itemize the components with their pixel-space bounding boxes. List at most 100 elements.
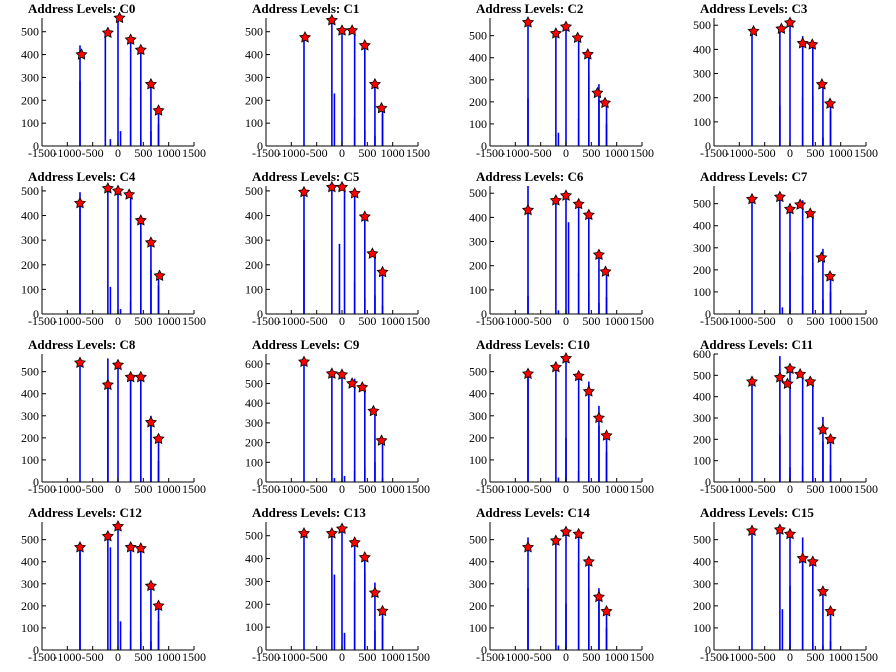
- x-tick-label: 0: [115, 482, 121, 496]
- peak-marker: [559, 20, 573, 32]
- peak-marker: [521, 541, 535, 553]
- x-tick-label: -500: [306, 482, 328, 496]
- histogram-plot: Address Levels: C60100200300400500-1500-…: [469, 169, 654, 328]
- histogram-plot: Address Levels: C30100200300400500-1500-…: [693, 1, 878, 160]
- peak-marker: [794, 367, 807, 380]
- peak-marker: [745, 524, 759, 536]
- peak-marker: [804, 375, 817, 387]
- peak-marker: [796, 36, 809, 49]
- peak-marker: [335, 180, 349, 193]
- peak-marker: [346, 377, 359, 389]
- peak-marker: [358, 551, 371, 563]
- histogram-panel: Address Levels: C13 0 100 200 300 400 500 -1500…: [224, 504, 448, 672]
- histogram-panel: Address Levels: C0 0 100 200 300 400 500 -1500-…: [0, 0, 224, 168]
- peak-marker: [153, 269, 166, 282]
- peak-marker: [368, 77, 381, 90]
- y-tick-label: 0: [257, 475, 263, 489]
- peak-marker: [559, 189, 573, 201]
- x-tick-label: -500: [530, 146, 552, 160]
- y-tick-label: 400: [693, 219, 711, 233]
- peak-marker: [325, 180, 338, 193]
- x-tick-label: 1500: [406, 482, 430, 496]
- x-tick-label: -1000: [277, 650, 305, 664]
- y-tick-label: 200: [245, 258, 263, 272]
- x-tick-label: -1500: [700, 482, 728, 496]
- peak-marker: [582, 208, 595, 221]
- y-tick-label: 300: [21, 577, 39, 591]
- peak-marker: [358, 39, 371, 51]
- y-tick-label: 100: [245, 620, 263, 634]
- x-tick-label: -1000: [53, 650, 81, 664]
- y-tick-label: 300: [469, 409, 487, 423]
- y-tick-label: 400: [245, 209, 263, 223]
- y-tick-label: 100: [245, 116, 263, 130]
- x-tick-label: 0: [563, 482, 569, 496]
- x-tick-label: -500: [754, 482, 776, 496]
- x-tick-label: -1000: [501, 146, 529, 160]
- histogram-plot: Address Levels: C10100200300400500-1500-…: [245, 1, 430, 160]
- peak-marker: [549, 360, 562, 373]
- peak-marker: [592, 248, 605, 260]
- y-tick-label: 0: [33, 475, 39, 489]
- histogram-panel: Address Levels: C2 0 100 200 300 400 500 -1500-…: [448, 0, 672, 168]
- peak-marker: [101, 182, 114, 194]
- chart-title: Address Levels: C14: [476, 505, 590, 520]
- y-tick-label: 500: [469, 533, 487, 547]
- x-tick-label: -1500: [700, 314, 728, 328]
- chart-title: Address Levels: C15: [700, 505, 814, 520]
- x-tick-label: 1500: [630, 650, 654, 664]
- peak-marker: [582, 555, 595, 567]
- x-tick-label: -500: [82, 650, 104, 664]
- x-tick-label: -500: [530, 650, 552, 664]
- peak-marker: [124, 370, 137, 383]
- peak-marker: [375, 434, 388, 446]
- peak-marker: [73, 541, 87, 553]
- y-tick-label: 500: [693, 197, 711, 211]
- x-tick-label: 0: [787, 146, 793, 160]
- y-tick-label: 500: [21, 184, 39, 198]
- peak-marker: [591, 86, 604, 99]
- peak-marker: [521, 367, 535, 380]
- peak-marker: [144, 77, 157, 90]
- x-tick-label: 1500: [182, 146, 206, 160]
- x-tick-label: -1000: [501, 482, 529, 496]
- y-tick-label: 0: [33, 139, 39, 153]
- y-tick-label: 200: [245, 597, 263, 611]
- y-tick-label: 300: [469, 73, 487, 87]
- x-tick-label: -1500: [28, 650, 56, 664]
- peak-marker: [376, 265, 389, 278]
- peak-marker: [815, 251, 828, 263]
- histogram-plot: Address Levels: C11 0 100 200 300 400 500 600 -1…: [693, 337, 878, 496]
- peak-marker: [745, 375, 759, 387]
- peak-marker: [152, 599, 165, 612]
- y-tick-label: 200: [469, 599, 487, 613]
- peak-marker: [356, 381, 369, 393]
- y-tick-label: 200: [21, 599, 39, 613]
- y-tick-label: 500: [245, 529, 263, 543]
- peak-marker: [824, 604, 837, 617]
- peak-marker: [124, 33, 137, 45]
- x-tick-label: -1500: [252, 650, 280, 664]
- histogram-panel: Address Levels: C3 0 100 200 300 400 500 -1500-…: [672, 0, 896, 168]
- peak-marker: [598, 96, 612, 109]
- y-tick-label: 0: [481, 643, 487, 657]
- x-tick-label: -500: [306, 650, 328, 664]
- x-tick-label: 1000: [157, 482, 181, 496]
- x-tick-label: -1000: [53, 482, 81, 496]
- x-tick-label: 1000: [829, 146, 853, 160]
- y-tick-label: 300: [469, 577, 487, 591]
- chart-title: Address Levels: C5: [252, 169, 360, 184]
- y-tick-label: 100: [245, 282, 263, 296]
- x-tick-label: 1500: [630, 482, 654, 496]
- x-tick-label: -500: [530, 314, 552, 328]
- peak-marker: [366, 247, 379, 259]
- x-tick-label: -1000: [53, 314, 81, 328]
- x-tick-label: 1000: [605, 650, 629, 664]
- y-tick-label: 100: [693, 285, 711, 299]
- x-tick-label: 1500: [630, 314, 654, 328]
- histogram-panel: Address Levels: C1 0 100 200 300 400 500 -1500-…: [224, 0, 448, 168]
- peak-marker: [101, 529, 114, 542]
- x-tick-label: 500: [134, 482, 152, 496]
- peak-marker: [592, 411, 605, 424]
- x-tick-label: -500: [754, 650, 776, 664]
